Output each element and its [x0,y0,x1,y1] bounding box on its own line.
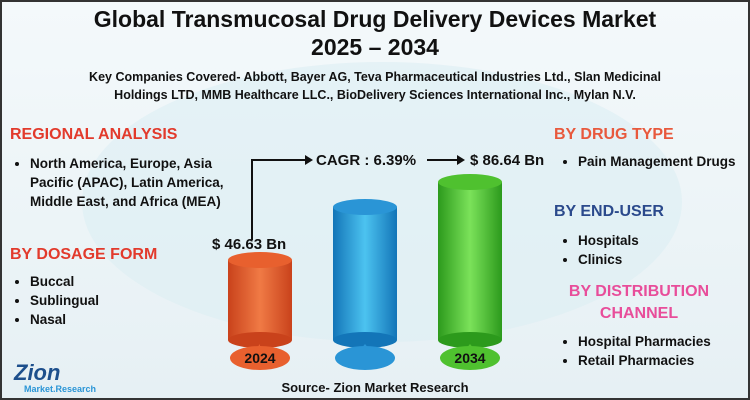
year-label: 2024 [244,350,275,366]
logo-name: Zion [14,360,61,385]
cylinder-base [438,332,502,348]
list-item: Buccal [30,272,99,291]
arrow [251,159,305,240]
list-item: Pain Management Drugs [578,152,748,171]
list: Buccal Sublingual Nasal [10,272,99,329]
section-heading: REGIONAL ANALYSIS [10,126,178,143]
list-item: Hospitals [578,231,639,250]
cylinder-base [228,332,292,348]
arrow-head [305,155,313,165]
value-label: $ 46.63 Bn [212,236,287,253]
cagr: CAGR : 6.39% [316,152,417,169]
section-heading: BY END-USER [554,203,664,220]
year-bubble [335,346,395,370]
list-item: Sublingual [30,291,99,310]
year-label: 2034 [454,350,485,366]
cylinder [228,260,292,340]
list: Pain Management Drugs [558,152,748,171]
list-item: North America, Europe, Asia Pacific (APA… [30,154,230,211]
section-heading: BY DRUG TYPE [554,126,674,143]
list: Hospitals Clinics [558,231,639,269]
value-label: $ 86.64 Bn [470,152,545,169]
cylinder-top [228,252,292,268]
list-item: Nasal [30,310,99,329]
cylinder [438,182,502,340]
year-bubble [230,346,290,370]
year-bubble [440,346,500,370]
list-item: Retail Pharmacies [578,351,711,370]
cylinder [333,207,397,340]
arrow-head [457,155,465,165]
subtitle: Key Companies Covered- Abbott, Bayer AG,… [89,70,661,84]
list-item: Hospital Pharmacies [578,332,711,351]
list-item: Clinics [578,250,639,269]
source: Source- Zion Market Research [281,380,469,395]
list: Hospital Pharmacies Retail Pharmacies [558,332,711,370]
subtitle: Holdings LTD, MMB Healthcare LLC., BioDe… [114,88,636,102]
cylinder-top [438,174,502,190]
section-heading: BY DOSAGE FORM [10,246,158,263]
cylinder-base [333,332,397,348]
title: Global Transmucosal Drug Delivery Device… [93,6,657,32]
logo-tagline: Market.Research [24,384,97,394]
cylinder-top [333,199,397,215]
section-heading: BY DISTRIBUTION CHANNEL [568,283,710,322]
title: 2025 – 2034 [311,34,439,60]
list: North America, Europe, Asia Pacific (APA… [10,154,230,211]
